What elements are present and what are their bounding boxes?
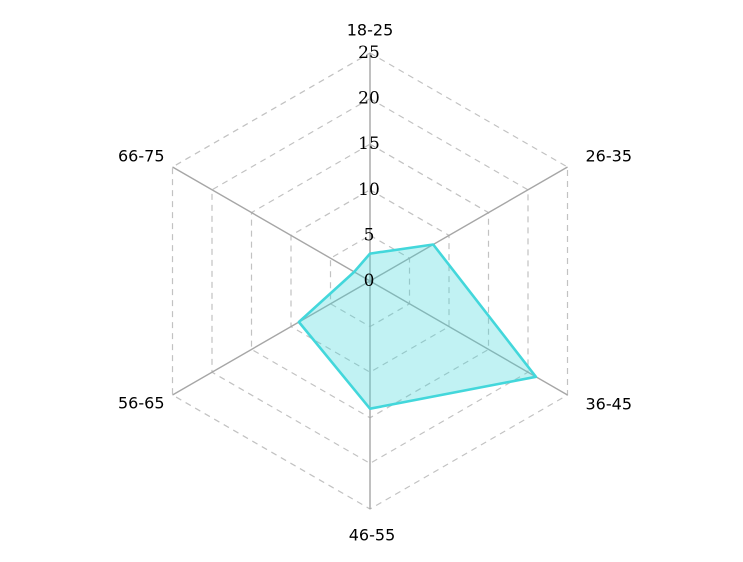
axis-label-26-35: 26-35: [586, 147, 633, 166]
axis-label-56-65: 56-65: [118, 394, 165, 413]
tick-label-0: 0: [364, 271, 375, 291]
axis-label-36-45: 36-45: [586, 395, 633, 414]
tick-label-10: 10: [358, 180, 380, 200]
axis-label-66-75: 66-75: [118, 147, 165, 166]
tick-label-25: 25: [358, 43, 380, 63]
axis-label-18-25: 18-25: [347, 21, 394, 40]
axis-spoke-66-75: [172, 166, 371, 282]
axis-spoke-56-65: [172, 280, 371, 396]
tick-label-20: 20: [358, 89, 380, 109]
data-polygon: [297, 243, 538, 411]
tick-label-5: 5: [364, 225, 375, 245]
tick-label-15: 15: [358, 134, 380, 154]
axis-spoke-26-35: [369, 166, 568, 282]
axis-label-46-55: 46-55: [349, 526, 396, 545]
